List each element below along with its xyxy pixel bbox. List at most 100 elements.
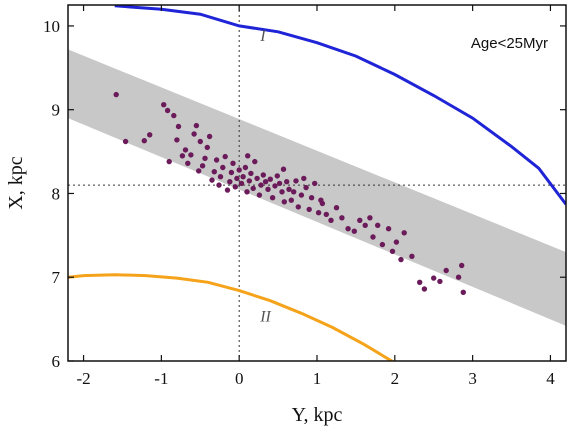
data-point bbox=[339, 215, 345, 221]
data-point bbox=[267, 176, 273, 182]
x-tick-label: 1 bbox=[313, 369, 322, 388]
data-point bbox=[280, 166, 287, 172]
x-axis-label: Y, kpc bbox=[292, 404, 343, 426]
data-point bbox=[370, 234, 376, 240]
y-tick-label: 9 bbox=[52, 101, 61, 120]
data-point bbox=[246, 178, 252, 184]
points-layer bbox=[113, 91, 466, 295]
data-point bbox=[286, 186, 292, 192]
data-point bbox=[301, 175, 307, 182]
reference-lines-layer bbox=[68, 5, 566, 361]
data-point bbox=[258, 182, 264, 188]
data-point bbox=[437, 278, 443, 285]
data-point bbox=[284, 179, 290, 185]
data-point bbox=[279, 189, 285, 195]
gray-band bbox=[68, 49, 566, 326]
data-point bbox=[213, 157, 220, 163]
data-point bbox=[443, 267, 449, 274]
data-point bbox=[291, 189, 297, 195]
data-point bbox=[122, 138, 129, 145]
data-point bbox=[193, 122, 200, 129]
data-point bbox=[185, 160, 191, 166]
data-point bbox=[312, 180, 318, 187]
curves-layer bbox=[68, 5, 566, 361]
curve-label-I: I bbox=[259, 28, 266, 45]
data-point bbox=[230, 160, 236, 166]
data-point bbox=[171, 112, 177, 119]
data-point bbox=[245, 153, 251, 159]
x-tick-label: 4 bbox=[546, 369, 555, 388]
data-point bbox=[188, 152, 194, 158]
data-point bbox=[236, 167, 242, 173]
data-point bbox=[345, 226, 351, 232]
y-tick-label: 8 bbox=[52, 184, 61, 203]
data-point bbox=[196, 168, 202, 174]
data-point bbox=[303, 184, 309, 191]
data-point bbox=[242, 164, 249, 171]
x-tick-label: 0 bbox=[235, 369, 244, 388]
data-point bbox=[222, 153, 228, 160]
data-point bbox=[379, 241, 386, 248]
data-point bbox=[460, 289, 466, 295]
data-point bbox=[224, 187, 231, 193]
data-point bbox=[256, 192, 263, 198]
data-point bbox=[202, 155, 208, 161]
data-point bbox=[367, 215, 373, 221]
data-point bbox=[161, 102, 167, 108]
band-layer bbox=[68, 49, 566, 326]
data-point bbox=[281, 199, 287, 205]
data-point bbox=[417, 279, 423, 285]
curve-II bbox=[68, 273, 395, 361]
data-point bbox=[308, 195, 315, 201]
data-point bbox=[357, 217, 363, 223]
data-point bbox=[216, 182, 222, 188]
data-point bbox=[141, 138, 147, 144]
x-tick-label: -1 bbox=[154, 369, 168, 388]
data-point bbox=[197, 138, 203, 145]
data-point bbox=[204, 144, 210, 151]
data-point bbox=[362, 222, 368, 228]
data-point bbox=[254, 175, 260, 182]
data-point bbox=[274, 173, 280, 179]
x-tick-label: 2 bbox=[391, 369, 400, 388]
data-point bbox=[220, 164, 226, 171]
data-point bbox=[179, 153, 186, 159]
data-point bbox=[248, 170, 254, 177]
data-point bbox=[385, 226, 392, 232]
data-point bbox=[288, 197, 294, 203]
data-point bbox=[375, 222, 381, 228]
data-point bbox=[293, 178, 299, 184]
data-point bbox=[455, 274, 462, 280]
data-point bbox=[217, 174, 224, 180]
data-point bbox=[228, 169, 235, 176]
data-point bbox=[182, 147, 189, 153]
ticks-layer: -2 -1 0 1 2 3 4 6 7 8 9 10 bbox=[43, 5, 566, 388]
data-point bbox=[333, 205, 340, 211]
data-point bbox=[295, 204, 301, 210]
data-point bbox=[113, 91, 119, 98]
data-point bbox=[265, 186, 271, 192]
data-point bbox=[298, 192, 305, 198]
data-point bbox=[409, 253, 415, 259]
x-tick-label: 3 bbox=[468, 369, 477, 388]
data-point bbox=[393, 239, 400, 245]
data-point bbox=[147, 132, 153, 138]
data-point bbox=[431, 275, 437, 281]
data-point bbox=[315, 210, 322, 216]
data-point bbox=[240, 174, 246, 180]
data-point bbox=[227, 179, 233, 185]
data-point bbox=[272, 183, 278, 189]
data-point bbox=[175, 123, 182, 130]
y-tick-label: 7 bbox=[52, 268, 61, 287]
data-point bbox=[199, 163, 206, 169]
y-tick-label: 6 bbox=[52, 352, 61, 371]
data-point bbox=[351, 228, 357, 234]
data-point bbox=[232, 184, 238, 190]
curve-label-II: II bbox=[259, 309, 271, 326]
data-point bbox=[276, 180, 283, 187]
data-point bbox=[328, 217, 334, 223]
data-point bbox=[234, 175, 240, 182]
y-tick-label: 10 bbox=[43, 17, 60, 36]
curve-I bbox=[114, 5, 566, 206]
data-point bbox=[306, 206, 312, 213]
